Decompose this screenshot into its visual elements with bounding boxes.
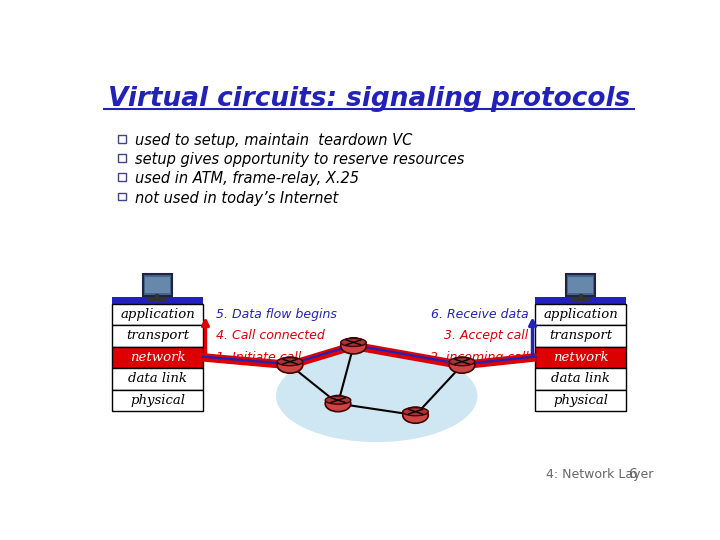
Text: 1. Initiate call: 1. Initiate call <box>215 351 301 364</box>
Text: 4: Network Layer: 4: Network Layer <box>546 468 653 481</box>
Text: 6. Receive data: 6. Receive data <box>431 308 528 321</box>
Bar <box>535 368 626 390</box>
Ellipse shape <box>325 395 351 411</box>
Bar <box>118 173 126 181</box>
Bar <box>112 298 203 303</box>
Text: 5. Data flow begins: 5. Data flow begins <box>215 308 336 321</box>
Ellipse shape <box>402 408 428 416</box>
Bar <box>566 274 595 296</box>
Text: network: network <box>130 351 185 364</box>
Bar <box>112 368 203 390</box>
Bar <box>535 390 626 411</box>
Bar <box>535 325 626 347</box>
Ellipse shape <box>402 407 428 423</box>
Bar <box>535 303 626 325</box>
Text: 4. Call connected: 4. Call connected <box>215 329 324 342</box>
Bar <box>112 303 203 325</box>
Bar <box>118 154 126 162</box>
Text: network: network <box>553 351 608 364</box>
Text: setup gives opportunity to reserve resources: setup gives opportunity to reserve resou… <box>135 152 464 167</box>
Text: used in ATM, frame-relay, X.25: used in ATM, frame-relay, X.25 <box>135 171 359 186</box>
Bar <box>112 325 203 347</box>
Ellipse shape <box>449 357 474 366</box>
Ellipse shape <box>276 350 477 442</box>
Text: application: application <box>543 308 618 321</box>
Text: physical: physical <box>130 394 185 407</box>
Bar <box>112 347 203 368</box>
Bar <box>112 390 203 411</box>
Text: physical: physical <box>553 394 608 407</box>
Text: not used in today’s Internet: not used in today’s Internet <box>135 191 338 206</box>
Bar <box>118 193 126 200</box>
Text: 2. incoming call: 2. incoming call <box>430 351 528 364</box>
Bar <box>568 276 593 294</box>
Text: 6: 6 <box>629 468 637 482</box>
Text: used to setup, maintain  teardown VC: used to setup, maintain teardown VC <box>135 133 413 148</box>
Ellipse shape <box>449 357 474 373</box>
Ellipse shape <box>277 357 302 366</box>
Bar <box>535 347 626 368</box>
Text: data link: data link <box>551 373 610 386</box>
Text: transport: transport <box>549 329 612 342</box>
Ellipse shape <box>341 338 366 354</box>
Text: data link: data link <box>128 373 187 386</box>
Ellipse shape <box>325 396 351 404</box>
Bar <box>118 135 126 143</box>
Text: application: application <box>120 308 195 321</box>
Text: Virtual circuits: signaling protocols: Virtual circuits: signaling protocols <box>108 86 630 112</box>
Ellipse shape <box>341 339 366 347</box>
Bar <box>143 274 172 296</box>
Ellipse shape <box>277 357 302 373</box>
Text: 3. Accept call: 3. Accept call <box>444 329 528 342</box>
Bar <box>145 276 170 294</box>
Bar <box>535 298 626 303</box>
Text: transport: transport <box>126 329 189 342</box>
